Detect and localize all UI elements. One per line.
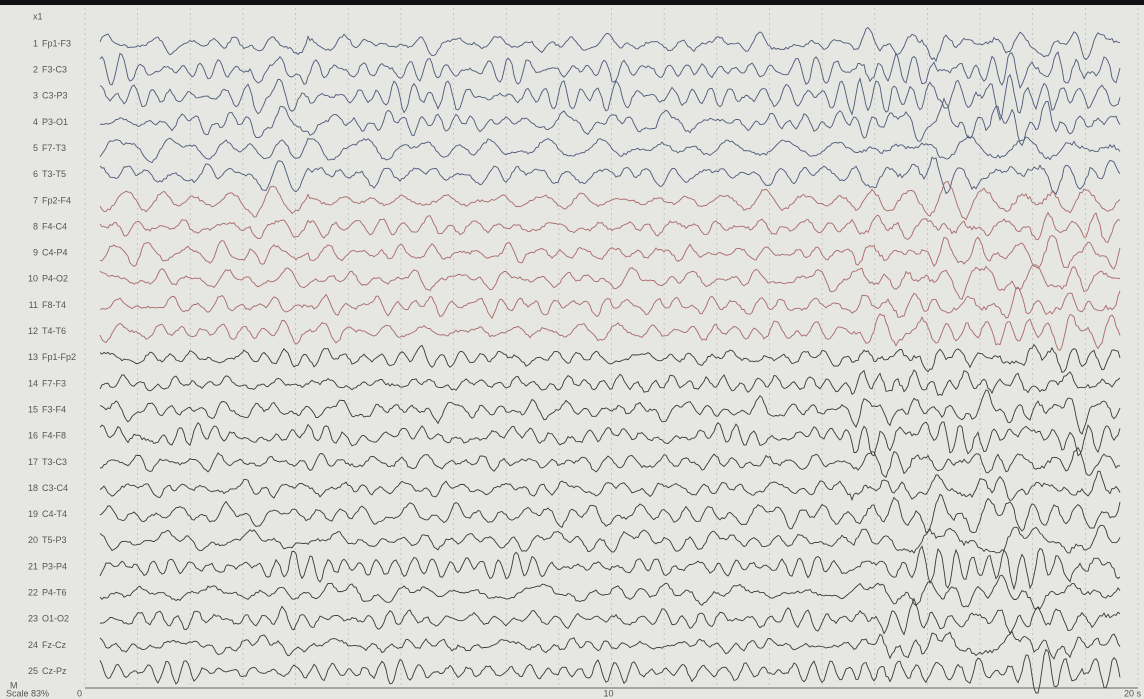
channel-number: 18 xyxy=(28,483,38,493)
channel-number: 10 xyxy=(28,274,38,284)
channel-number: 25 xyxy=(28,666,38,676)
scale-label: Scale 83% xyxy=(6,688,49,698)
channel-label: F3-F4 xyxy=(42,404,66,414)
channel-label: F3-C3 xyxy=(42,65,67,75)
channel-number: 24 xyxy=(28,640,38,650)
channel-number: 2 xyxy=(33,65,38,75)
top-edge xyxy=(0,0,1144,5)
channel-label: T4-T6 xyxy=(42,326,66,336)
channel-label: C3-C4 xyxy=(42,483,68,493)
channel-label: P3-P4 xyxy=(42,561,67,571)
channel-number: 20 xyxy=(28,535,38,545)
channel-number: 3 xyxy=(33,91,38,101)
channel-label: F4-F8 xyxy=(42,431,66,441)
channel-label: T3-T5 xyxy=(42,169,66,179)
time-label: 20 s xyxy=(1124,688,1142,698)
channel-number: 15 xyxy=(28,404,38,414)
channel-number: 17 xyxy=(28,457,38,467)
channel-number: 4 xyxy=(33,117,38,127)
channel-label: Fp1-F3 xyxy=(42,38,71,48)
channel-number: 11 xyxy=(29,300,38,310)
channel-number: 13 xyxy=(28,352,38,362)
channel-number: 22 xyxy=(28,588,38,598)
paper xyxy=(0,0,1144,699)
channel-number: 9 xyxy=(33,248,38,258)
channel-label: P4-O2 xyxy=(42,274,68,284)
channel-label: P4-T6 xyxy=(42,588,67,598)
channel-label: O1-O2 xyxy=(42,614,69,624)
channel-number: 12 xyxy=(28,326,38,336)
channel-number: 7 xyxy=(33,195,38,205)
channel-number: 1 xyxy=(33,38,38,48)
channel-label: P3-O1 xyxy=(42,117,68,127)
channel-label: C4-T4 xyxy=(42,509,67,519)
channel-label: C3-P3 xyxy=(42,91,68,101)
channel-label: F7-T3 xyxy=(42,143,66,153)
channel-number: 8 xyxy=(33,221,38,231)
channel-number: 6 xyxy=(33,169,38,179)
channel-label: F8-T4 xyxy=(42,300,66,310)
channel-label: Fz-Cz xyxy=(42,640,66,650)
channel-number: 5 xyxy=(33,143,38,153)
channel-label: Fp1-Fp2 xyxy=(42,352,76,362)
channel-label: F4-C4 xyxy=(42,221,67,231)
time-label: 10 xyxy=(604,688,614,698)
channel-number: 14 xyxy=(28,378,38,388)
channel-label: F7-F3 xyxy=(42,378,66,388)
channel-number: 23 xyxy=(28,614,38,624)
channel-label: C4-P4 xyxy=(42,248,68,258)
channel-number: 16 xyxy=(28,431,38,441)
channel-label: T3-C3 xyxy=(42,457,67,467)
time-label: 0 xyxy=(77,688,82,698)
channel-label: Cz-Pz xyxy=(42,666,67,676)
channel-number: 19 xyxy=(28,509,38,519)
channel-label: T5-P3 xyxy=(42,535,67,545)
gain-label: x1 xyxy=(33,11,43,21)
channel-label: Fp2-F4 xyxy=(42,195,71,205)
channel-number: 21 xyxy=(28,561,38,571)
eeg-printout: x1 M Scale 83% 01020 s1Fp1-F32F3-C33C3-P… xyxy=(0,0,1144,699)
